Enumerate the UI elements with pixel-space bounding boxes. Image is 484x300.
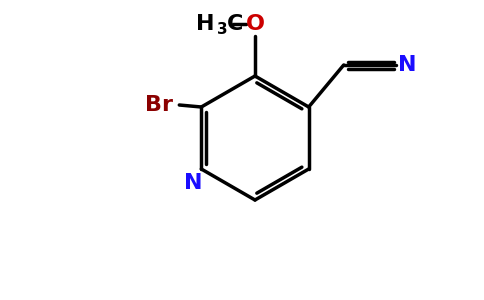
Text: H: H bbox=[197, 14, 215, 34]
Text: C: C bbox=[227, 14, 243, 34]
Text: N: N bbox=[184, 173, 203, 193]
Text: Br: Br bbox=[145, 95, 173, 115]
Text: 3: 3 bbox=[217, 22, 227, 37]
Text: O: O bbox=[245, 14, 264, 34]
Text: N: N bbox=[398, 55, 417, 75]
